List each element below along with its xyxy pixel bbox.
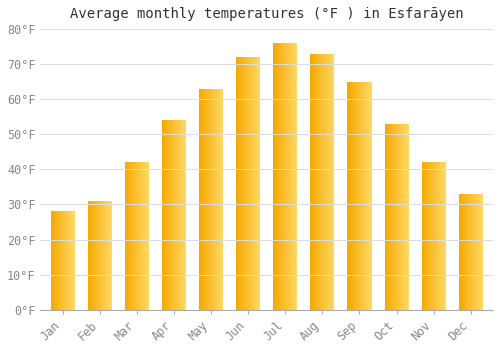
Title: Average monthly temperatures (°F ) in Esfarāyen: Average monthly temperatures (°F ) in Es… [70, 7, 464, 21]
